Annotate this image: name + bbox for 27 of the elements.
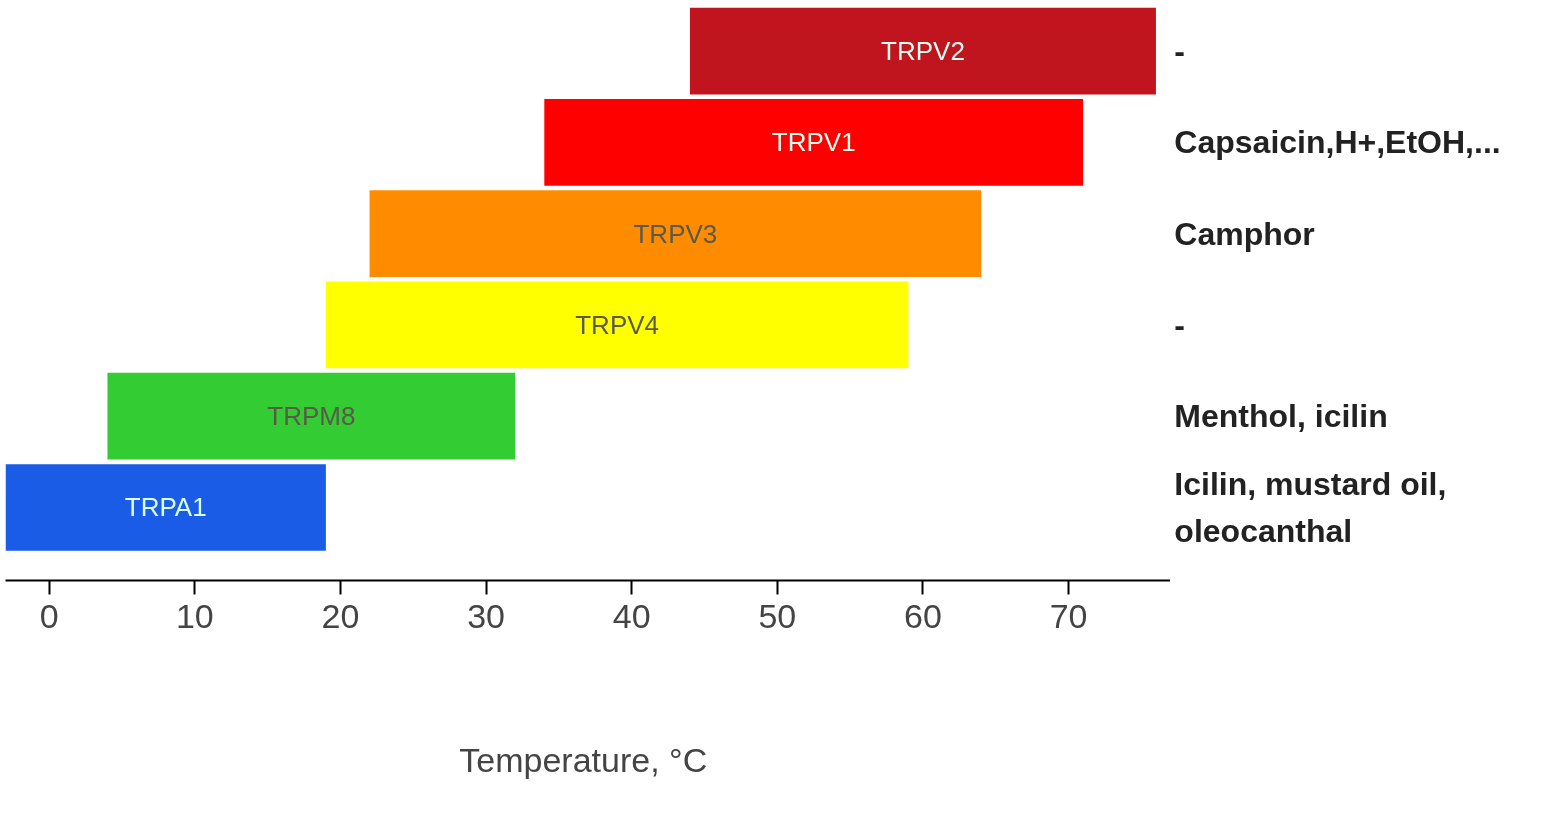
text: Menthol, icilin <box>1174 398 1388 435</box>
bar <box>325 281 909 369</box>
bar <box>689 7 1156 95</box>
y-tick-label: TRPA1 <box>124 492 207 523</box>
text: - <box>1174 33 1186 70</box>
y-tick-label: TRPV3 <box>633 218 718 249</box>
y-tick-label: TRPV4 <box>575 309 660 340</box>
x-tick-label: 0 <box>39 596 59 635</box>
x-tick-label: 10 <box>175 596 214 635</box>
bar <box>107 372 516 460</box>
x-tick-label: 70 <box>1049 596 1088 635</box>
x-tick-label: 30 <box>467 596 505 635</box>
bar <box>5 464 326 551</box>
text: - <box>1174 306 1186 343</box>
y-tick-label: TRPV2 <box>881 36 965 67</box>
x-tick-label: 40 <box>612 596 651 635</box>
text: Capsaicin,H+,EtOH,... <box>1174 124 1501 161</box>
x-axis-title: Temperature, °C <box>459 740 708 779</box>
y-tick-label: TRPV1 <box>771 127 856 158</box>
y-tick-label: TRPM8 <box>267 401 356 432</box>
x-tick-label: 60 <box>904 596 942 635</box>
bar <box>544 99 1084 186</box>
x-tick-label: 50 <box>758 596 797 635</box>
text: Icilin, mustard oil, oleocanthal <box>1174 466 1447 549</box>
text: Camphor <box>1174 215 1315 252</box>
bar <box>369 190 982 278</box>
x-tick-label: 20 <box>321 596 360 635</box>
